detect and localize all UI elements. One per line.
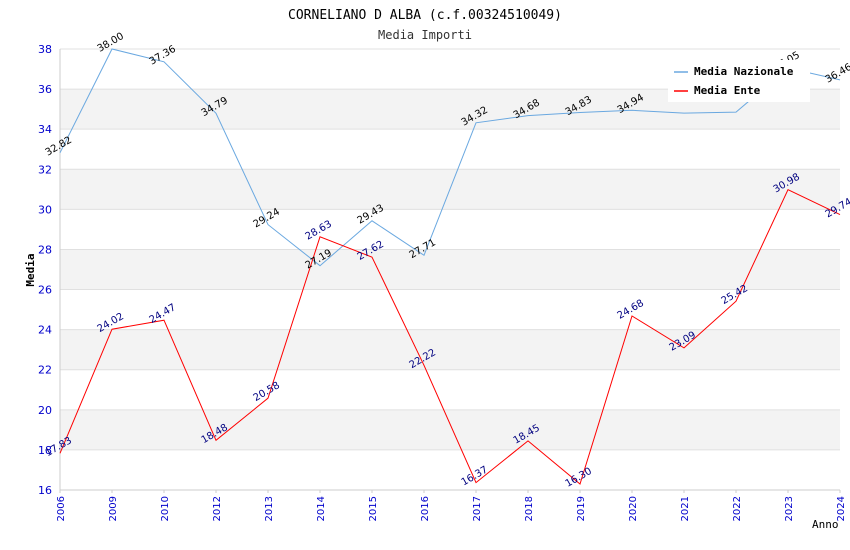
- x-tick-label: 2006: [56, 496, 67, 521]
- x-tick-label: 2017: [472, 496, 483, 521]
- legend-label-media-nazionale: Media Nazionale: [694, 65, 794, 78]
- data-label-media-nazionale: 29.24: [252, 207, 282, 231]
- y-tick-label: 38: [38, 43, 52, 56]
- x-tick-labels: 2006 2009 2010 2012 2013 2014 2015 2016 2017 2018…: [56, 490, 847, 521]
- gridlines: [60, 48, 840, 491]
- legend-label-media-ente: Media Ente: [694, 84, 761, 97]
- background-bands: [60, 89, 840, 450]
- x-tick-label: 2023: [784, 496, 795, 521]
- x-tick-label: 2018: [524, 496, 535, 521]
- y-tick-label: 24: [38, 324, 52, 337]
- legend: Media Nazionale Media Ente: [668, 60, 810, 102]
- data-label-media-ente: 28.63: [304, 219, 334, 243]
- x-tick-label: 2013: [264, 496, 275, 521]
- x-tick-label: 2020: [628, 496, 639, 521]
- y-tick-label: 26: [38, 284, 52, 297]
- y-tick-label: 18: [38, 444, 52, 457]
- x-axis-title: Anno: [812, 518, 839, 531]
- y-tick-label: 36: [38, 83, 52, 96]
- x-tick-label: 2012: [212, 496, 223, 521]
- y-tick-label: 22: [38, 364, 52, 377]
- x-tick-label: 2024: [836, 496, 847, 521]
- x-tick-label: 2019: [576, 496, 587, 521]
- data-label-media-ente: 20.58: [252, 380, 282, 404]
- y-tick-label: 34: [38, 123, 52, 136]
- band-26: [60, 249, 840, 290]
- y-axis-title: Media: [24, 253, 37, 286]
- data-label-media-ente: 17.83: [44, 435, 74, 459]
- data-label-media-ente: 16.30: [564, 466, 594, 490]
- series-line-media-nazionale: [59, 48, 841, 267]
- data-label-media-nazionale: 37.36: [148, 44, 178, 68]
- data-label-media-ente: 24.47: [148, 302, 178, 326]
- x-tick-label: 2015: [368, 496, 379, 521]
- y-tick-label: 32: [38, 163, 52, 176]
- chart-subtitle: Media Importi: [378, 28, 472, 42]
- band-22: [60, 329, 840, 370]
- series-line-media-ente: [59, 189, 841, 485]
- x-tick-label: 2010: [160, 496, 171, 521]
- y-tick-label: 20: [38, 404, 52, 417]
- chart-title: CORNELIANO D ALBA (c.f.00324510049): [288, 8, 562, 23]
- band-18: [60, 409, 840, 450]
- y-tick-labels: 16 18 20 22 24 26 28 30 32 34 36 38: [38, 43, 52, 497]
- data-label-media-nazionale: 36.46: [824, 62, 850, 86]
- data-label-media-ente: 16.37: [460, 465, 490, 489]
- y-tick-label: 28: [38, 243, 52, 256]
- x-tick-label: 2014: [316, 496, 327, 521]
- y-tick-label: 16: [38, 484, 52, 497]
- x-tick-label: 2009: [108, 496, 119, 521]
- legend-box: [668, 60, 810, 102]
- data-label-media-nazionale: 32.82: [44, 135, 74, 159]
- x-tick-label: 2021: [680, 496, 691, 521]
- y-tick-label: 30: [38, 203, 52, 216]
- x-tick-label: 2016: [420, 496, 431, 521]
- x-tick-label: 2022: [732, 496, 743, 521]
- series-lines: [59, 48, 841, 485]
- data-label-media-ente: 24.68: [616, 298, 646, 322]
